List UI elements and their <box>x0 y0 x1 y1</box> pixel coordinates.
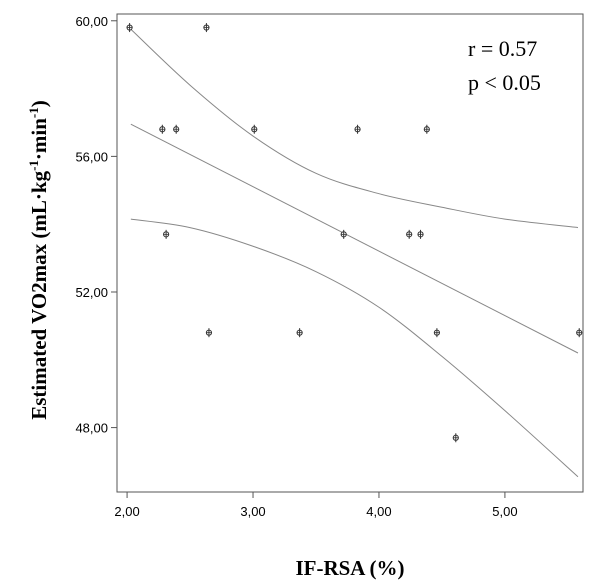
data-point <box>433 328 441 338</box>
y-tick-label: 60,00 <box>75 14 108 29</box>
data-point <box>203 23 210 33</box>
y-tick-label: 52,00 <box>75 285 108 300</box>
ci-upper-curve <box>130 28 579 229</box>
y-title-part-1: Estimated VO2max (mL·kg <box>27 170 51 419</box>
data-point <box>251 124 258 134</box>
y-axis: 48,00 52,00 56,00 60,00 <box>75 14 117 436</box>
y-tick-label: 56,00 <box>75 149 108 164</box>
data-point <box>159 124 166 134</box>
y-title-part-2: ·min <box>27 118 51 160</box>
data-point <box>296 328 303 338</box>
stat-p: p < 0.05 <box>468 70 541 95</box>
data-point <box>205 328 213 338</box>
regression-line <box>130 123 579 354</box>
x-axis: 2,00 3,00 4,00 5,00 <box>114 492 518 519</box>
y-title-part-3: ) <box>27 100 51 107</box>
x-tick-label: 2,00 <box>114 504 139 519</box>
y-title-sup-1: -1 <box>26 160 41 171</box>
data-point <box>406 229 413 239</box>
ci-lower-curve <box>130 218 579 478</box>
x-tick-label: 4,00 <box>366 504 391 519</box>
data-point <box>576 328 583 338</box>
y-tick-label: 48,00 <box>75 421 108 436</box>
plot-area <box>116 13 584 493</box>
stat-r: r = 0.57 <box>468 36 537 61</box>
y-axis-title: Estimated VO2max (mL·kg-1·min-1) <box>26 100 51 420</box>
x-tick-label: 3,00 <box>240 504 265 519</box>
data-point <box>126 23 133 33</box>
data-point <box>452 433 459 443</box>
data-point <box>340 229 347 239</box>
data-point <box>163 229 170 239</box>
data-point <box>417 229 424 239</box>
x-tick-label: 5,00 <box>492 504 517 519</box>
data-point <box>423 124 430 134</box>
data-point <box>173 124 180 134</box>
data-point <box>354 124 361 134</box>
data-points <box>126 23 583 443</box>
x-axis-title: IF-RSA (%) <box>295 556 404 580</box>
y-title-sup-2: -1 <box>26 107 41 118</box>
